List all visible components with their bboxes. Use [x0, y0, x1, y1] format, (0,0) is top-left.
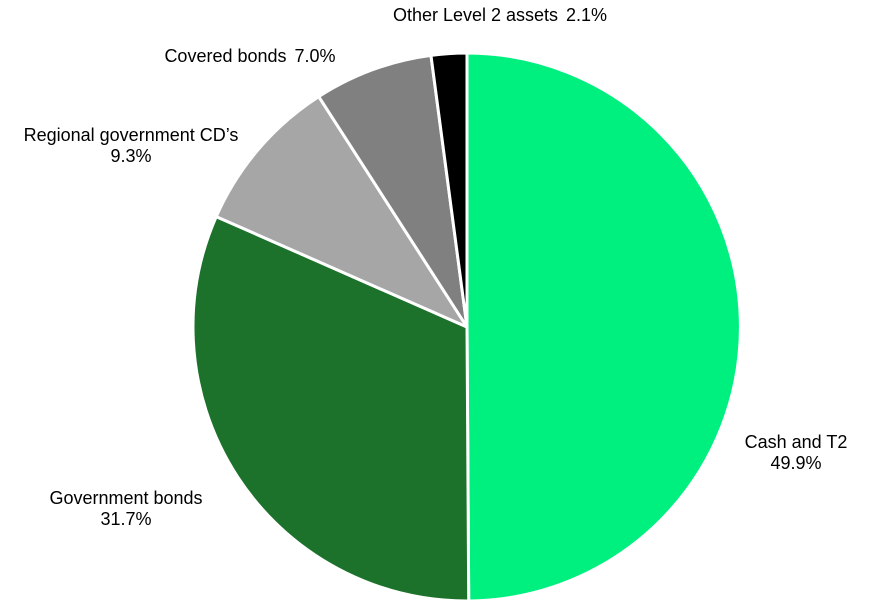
- slice-value: 9.3%: [110, 146, 151, 166]
- slice-name: Government bonds: [49, 488, 202, 508]
- slice-value: 31.7%: [100, 509, 151, 529]
- slice-label-other-level-2-assets: Other Level 2 assets 2.1%: [393, 5, 607, 25]
- slice-name: Cash and T2: [745, 432, 848, 452]
- slice-label-regional-government-cd-s: Regional government CD’s9.3%: [24, 125, 239, 166]
- pie-slice-regional-government-cd-s: [214, 95, 469, 329]
- slice-label-text: Other Level 2 assets 2.1%: [393, 5, 607, 25]
- pie-slice-cash-and-t2: [465, 51, 742, 602]
- slice-label-covered-bonds: Covered bonds 7.0%: [164, 46, 335, 66]
- slice-value: 7.0%: [295, 46, 336, 66]
- pie-slice-government-bonds: [191, 215, 471, 602]
- pie-slice-covered-bonds: [317, 53, 469, 329]
- slice-value: 2.1%: [566, 5, 607, 25]
- slice-name: Regional government CD’s: [24, 125, 239, 145]
- slice-name: Covered bonds: [164, 46, 286, 66]
- pie-slice-other-level-2-assets: [429, 51, 469, 329]
- slice-label-text: Covered bonds 7.0%: [164, 46, 335, 66]
- pie-slices: [191, 51, 742, 602]
- slice-name: Other Level 2 assets: [393, 5, 558, 25]
- slice-value: 49.9%: [770, 453, 821, 473]
